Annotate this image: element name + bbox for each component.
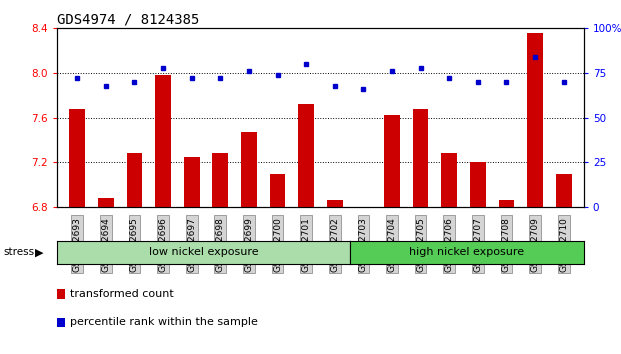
Text: GDS4974 / 8124385: GDS4974 / 8124385 <box>57 12 199 27</box>
Bar <box>98 198 114 207</box>
Bar <box>270 173 286 207</box>
Bar <box>442 154 457 207</box>
Text: low nickel exposure: low nickel exposure <box>148 247 258 257</box>
Bar <box>70 109 85 207</box>
Bar <box>499 200 514 207</box>
Bar <box>556 173 571 207</box>
Text: ▶: ▶ <box>35 247 43 257</box>
Text: percentile rank within the sample: percentile rank within the sample <box>70 318 258 327</box>
Bar <box>155 75 171 207</box>
Bar <box>327 200 343 207</box>
Text: high nickel exposure: high nickel exposure <box>409 247 524 257</box>
Bar <box>527 33 543 207</box>
Bar <box>241 132 256 207</box>
Bar <box>184 157 199 207</box>
Text: stress: stress <box>3 247 34 257</box>
Bar <box>127 154 142 207</box>
Text: transformed count: transformed count <box>70 289 174 299</box>
Bar <box>298 104 314 207</box>
Bar <box>413 109 428 207</box>
Bar <box>470 162 486 207</box>
Bar <box>384 115 400 207</box>
Bar <box>212 154 228 207</box>
